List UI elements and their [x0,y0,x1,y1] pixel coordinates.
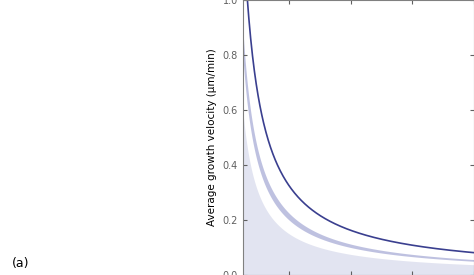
Text: (a): (a) [11,257,29,269]
Y-axis label: Average growth velocity (μm/min): Average growth velocity (μm/min) [207,49,217,226]
